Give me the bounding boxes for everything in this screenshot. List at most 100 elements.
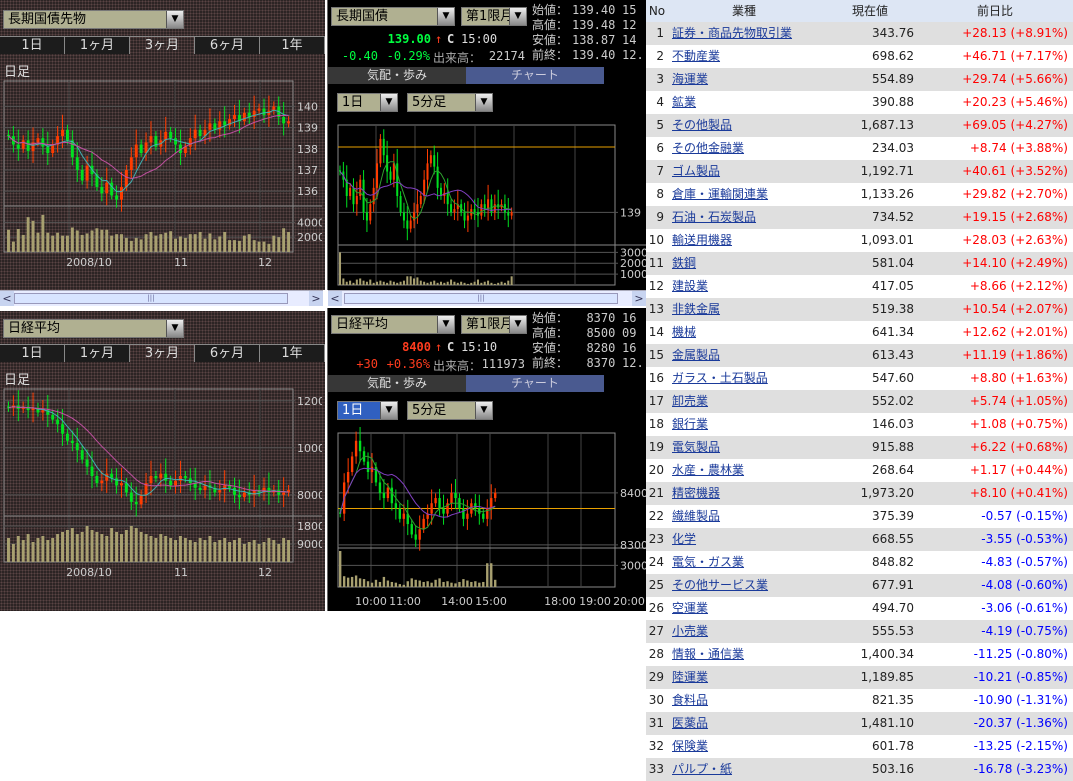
instrument-select[interactable]: 長期国債 ▼ — [331, 7, 455, 26]
chevron-down-icon[interactable]: ▼ — [166, 320, 183, 337]
instrument-select[interactable]: 日経平均 ▼ — [3, 319, 184, 338]
sector-link[interactable]: 化学 — [672, 532, 697, 546]
sector-link[interactable]: ガラス・土石製品 — [672, 371, 768, 385]
tab-0[interactable]: 1日 — [0, 344, 65, 362]
sector-link[interactable]: ゴム製品 — [672, 164, 721, 178]
sector-link[interactable]: 食料品 — [672, 693, 709, 707]
x-tick-label: 12 — [258, 256, 272, 267]
contract-month-select[interactable]: 第1限月 ▼ — [461, 7, 527, 26]
candle — [144, 483, 148, 495]
tab-1[interactable]: 1ヶ月 — [65, 36, 130, 54]
interval-value: 5分足 — [412, 95, 447, 110]
scroll-right-icon[interactable]: > — [309, 291, 323, 306]
volume-bar — [100, 534, 104, 562]
tab-3[interactable]: 6ヶ月 — [195, 36, 260, 54]
chevron-down-icon[interactable]: ▼ — [437, 316, 454, 333]
candle — [382, 138, 385, 156]
contract-month-select[interactable]: 第1限月 ▼ — [461, 315, 527, 334]
tab-2[interactable]: 3ヶ月 — [130, 36, 195, 54]
sector-link[interactable]: 金属製品 — [672, 348, 721, 362]
scroll-right-icon[interactable]: > — [632, 291, 646, 306]
interval-select[interactable]: 5分足 ▼ — [407, 93, 493, 112]
volume-bar — [389, 280, 392, 285]
scroll-thumb[interactable]: ||| — [344, 293, 618, 304]
sector-link[interactable]: 証券・商品先物取引業 — [672, 26, 793, 40]
sector-link[interactable]: 小売業 — [672, 624, 709, 638]
scroll-thumb[interactable]: ||| — [14, 293, 288, 304]
table-row: 25 その他サービス業 677.91 -4.08 (-0.60%) — [646, 574, 1073, 597]
sector-link[interactable]: 鉱業 — [672, 95, 697, 109]
chevron-down-icon[interactable]: ▼ — [509, 316, 526, 333]
sector-link[interactable]: パルプ・紙 — [672, 762, 733, 776]
sector-link[interactable]: 輸送用機器 — [672, 233, 733, 247]
rank: 4 — [656, 95, 664, 109]
sector-link[interactable]: 海運業 — [672, 72, 709, 86]
stat-value: 8370 — [572, 311, 616, 325]
candle — [262, 487, 266, 493]
sector-link[interactable]: 倉庫・運輸関連業 — [672, 187, 769, 201]
change-value: +29.82 — [962, 187, 1007, 201]
candle — [51, 414, 55, 420]
sector-link[interactable]: 機械 — [672, 325, 697, 339]
sector-link[interactable]: 電気製品 — [672, 440, 721, 454]
volume-bar — [213, 239, 217, 252]
tab-quotes[interactable]: 気配・歩み — [328, 67, 466, 84]
volume-bar — [392, 281, 395, 285]
period-select[interactable]: 1日 ▼ — [337, 401, 398, 420]
sector-link[interactable]: 不動産業 — [672, 49, 721, 63]
sector-link[interactable]: 石油・石炭製品 — [672, 210, 757, 224]
sector-link[interactable]: その他製品 — [672, 118, 733, 132]
chevron-down-icon[interactable]: ▼ — [380, 94, 397, 111]
chevron-down-icon[interactable]: ▼ — [380, 402, 397, 419]
candle — [154, 136, 158, 147]
tab-2[interactable]: 3ヶ月 — [130, 344, 195, 362]
candle — [365, 212, 368, 221]
tab-0[interactable]: 1日 — [0, 36, 65, 54]
sector-link[interactable]: 建設業 — [672, 279, 709, 293]
tab-4[interactable]: 1年 — [260, 344, 325, 362]
sector-link[interactable]: 水産・農林業 — [672, 463, 745, 477]
contract-value: 第1限月 — [466, 9, 514, 24]
sector-link[interactable]: 医薬品 — [672, 716, 709, 730]
scroll-left-icon[interactable]: < — [328, 291, 342, 306]
period-select[interactable]: 1日 ▼ — [337, 93, 398, 112]
sector-link[interactable]: 情報・通信業 — [672, 647, 745, 661]
horizontal-scrollbar[interactable]: < ||| > — [0, 290, 323, 306]
sector-link[interactable]: 陸運業 — [672, 670, 709, 684]
horizontal-scrollbar[interactable]: < ||| > — [328, 290, 646, 306]
chevron-down-icon[interactable]: ▼ — [475, 402, 492, 419]
volume-bar — [252, 240, 256, 252]
instrument-select[interactable]: 長期国債先物 ▼ — [3, 10, 184, 29]
tab-1[interactable]: 1ヶ月 — [65, 344, 130, 362]
volume-bar — [376, 281, 379, 285]
chevron-down-icon[interactable]: ▼ — [437, 8, 454, 25]
sector-link[interactable]: 鉄鋼 — [672, 256, 697, 270]
sector-link[interactable]: 繊維製品 — [672, 509, 721, 523]
sector-link[interactable]: 銀行業 — [672, 417, 709, 431]
candle — [436, 166, 439, 188]
instrument-select[interactable]: 日経平均 ▼ — [331, 315, 455, 334]
chevron-down-icon[interactable]: ▼ — [166, 11, 183, 28]
interval-select[interactable]: 5分足 ▼ — [407, 401, 493, 420]
tab-chart[interactable]: チャート — [466, 67, 604, 84]
sector-link[interactable]: 精密機器 — [672, 486, 721, 500]
tab-quotes[interactable]: 気配・歩み — [328, 375, 466, 392]
chevron-down-icon[interactable]: ▼ — [509, 8, 526, 25]
sector-link[interactable]: 保険業 — [672, 739, 709, 753]
sector-link[interactable]: 卸売業 — [672, 394, 709, 408]
rank: 29 — [648, 670, 664, 684]
volume-bar — [174, 540, 178, 562]
quote-time: 15:10 — [461, 340, 498, 354]
candle — [21, 406, 25, 409]
sector-link[interactable]: 非鉄金属 — [672, 302, 721, 316]
sector-link[interactable]: 空運業 — [672, 601, 709, 615]
change-cell: -3.06 (-0.61%) — [920, 597, 1070, 620]
sector-link[interactable]: 電気・ガス業 — [672, 555, 745, 569]
tab-chart[interactable]: チャート — [466, 375, 604, 392]
tab-3[interactable]: 6ヶ月 — [195, 344, 260, 362]
chevron-down-icon[interactable]: ▼ — [475, 94, 492, 111]
sector-link[interactable]: その他金融業 — [672, 141, 745, 155]
scroll-left-icon[interactable]: < — [0, 291, 14, 306]
tab-4[interactable]: 1年 — [260, 36, 325, 54]
sector-link[interactable]: その他サービス業 — [672, 578, 769, 592]
